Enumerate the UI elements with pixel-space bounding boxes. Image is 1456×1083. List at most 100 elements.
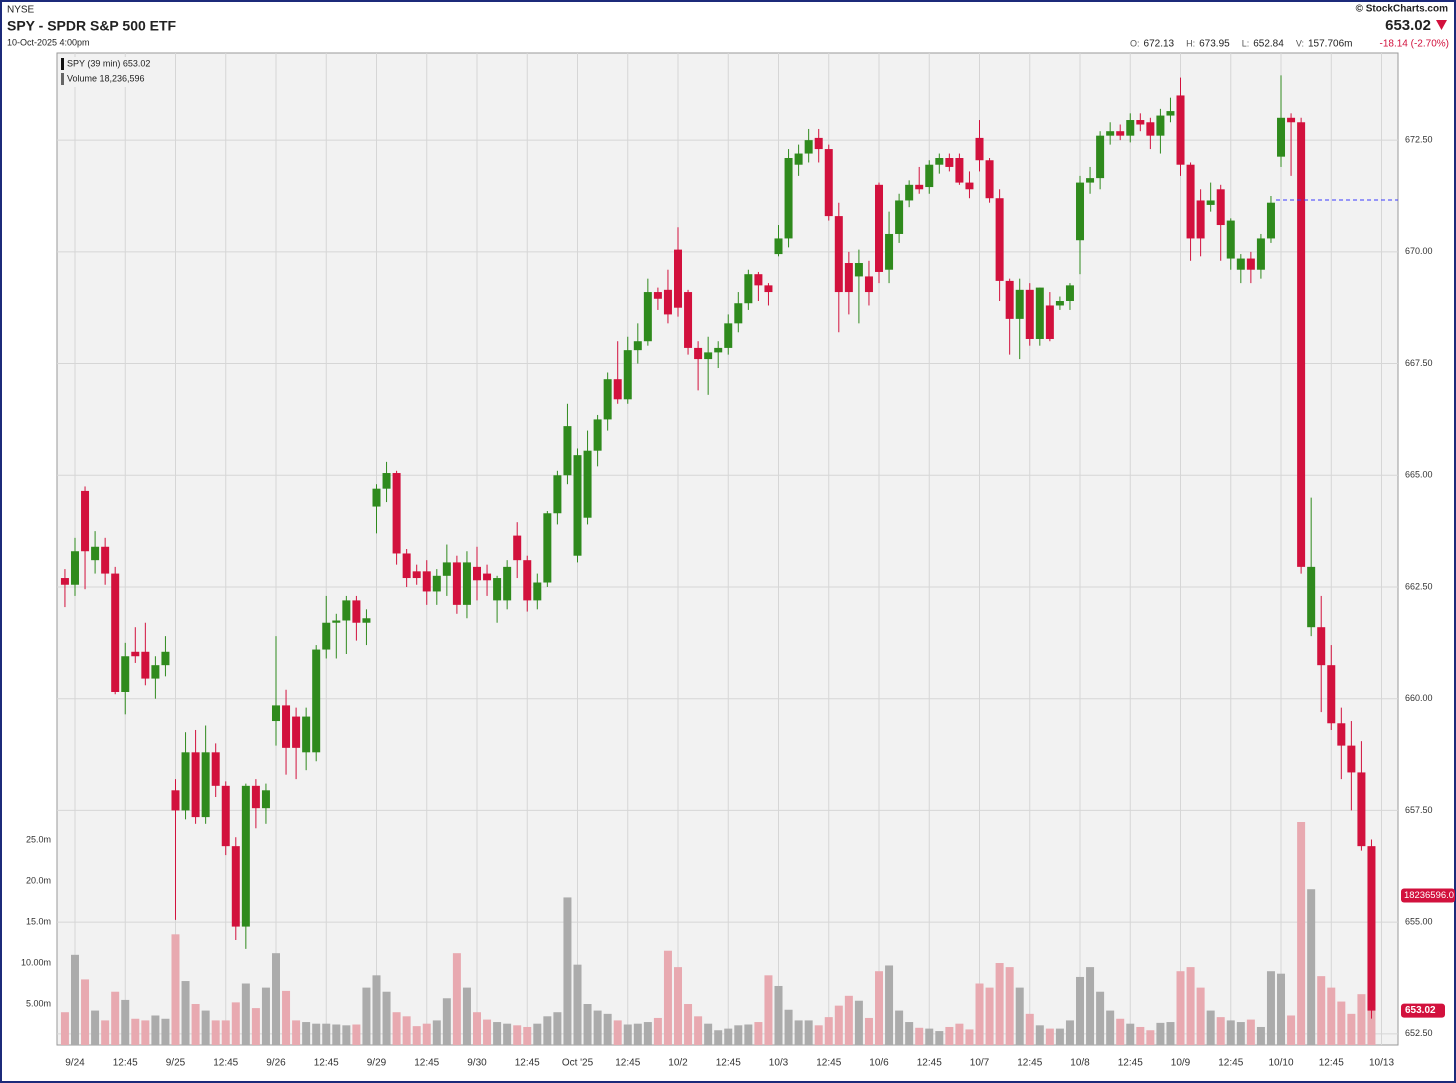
volume-bar: [844, 995, 853, 1045]
candle-body: [573, 455, 582, 556]
volume-bar: [1136, 1026, 1145, 1045]
volume-bar: [1196, 987, 1205, 1045]
candle-body: [704, 352, 713, 360]
volume-bar: [734, 1025, 743, 1045]
candle-body: [483, 573, 492, 581]
candle-body: [694, 347, 703, 360]
candle-body: [834, 216, 843, 293]
candle-body: [1216, 189, 1225, 226]
volume-bar: [744, 1024, 753, 1045]
volume-bar: [1357, 994, 1366, 1045]
volume-bar: [1086, 967, 1095, 1045]
volume-bar: [714, 1030, 723, 1045]
candle-body: [623, 350, 632, 400]
volume-bar: [613, 1020, 622, 1045]
candle-body: [533, 582, 542, 601]
candle-body: [352, 600, 361, 623]
y2-tick-label: 10.00m: [21, 957, 51, 967]
x-tick-label: Oct '25: [562, 1058, 594, 1069]
candle-body: [81, 490, 90, 552]
y-tick-label: 652.50: [1405, 1028, 1433, 1038]
candle-body: [1156, 115, 1165, 136]
candle-body: [734, 303, 743, 324]
candle-body: [1266, 202, 1275, 239]
volume-bar: [462, 987, 471, 1045]
volume-bar: [1015, 987, 1024, 1045]
volume-bar: [824, 1017, 833, 1045]
volume-bar: [925, 1028, 934, 1045]
candle-body: [372, 488, 381, 507]
candle-body: [1136, 120, 1145, 125]
candle-body: [804, 140, 813, 154]
candle-body: [1065, 285, 1074, 301]
x-tick-label: 12:45: [1218, 1058, 1243, 1069]
volume-bar: [1005, 967, 1014, 1045]
y-tick-label: 665.00: [1405, 470, 1433, 480]
x-tick-label: 10/10: [1268, 1058, 1293, 1069]
volume-bar: [864, 1017, 873, 1045]
candle-body: [824, 149, 833, 217]
candle-body: [282, 705, 291, 748]
candle-body: [312, 649, 321, 753]
x-tick-label: 10/9: [1171, 1058, 1191, 1069]
candle-body: [674, 249, 683, 308]
volume-bar: [201, 1010, 210, 1045]
volume-bar: [684, 1004, 693, 1045]
volume-bar: [392, 1012, 401, 1045]
candle-body: [161, 651, 170, 666]
candle-layer: [60, 75, 1398, 1019]
volume-bar: [171, 934, 180, 1045]
volume-bar: [1176, 971, 1185, 1045]
volume-bar: [1025, 1013, 1034, 1045]
volume-bar: [372, 975, 381, 1045]
volume-bar: [1287, 1015, 1296, 1045]
volume-bar: [81, 979, 90, 1045]
volume-bar: [814, 1025, 823, 1045]
volume-bar: [1166, 1022, 1175, 1045]
candle-body: [1196, 200, 1205, 239]
volume-bar: [573, 964, 582, 1045]
volume-bar: [563, 897, 572, 1045]
candle-body: [1347, 745, 1356, 773]
candle-body: [1317, 627, 1326, 666]
volume-bar: [312, 1023, 321, 1045]
candle-body: [875, 184, 884, 272]
y2-tick-label: 20.0m: [26, 875, 51, 885]
x-tick-label: 12:45: [1319, 1058, 1344, 1069]
candle-body: [583, 450, 592, 518]
stat-value: 672.13: [1144, 39, 1175, 50]
candle-body: [1086, 178, 1095, 183]
candle-body: [342, 600, 351, 621]
x-tick-label: 12:45: [1017, 1058, 1042, 1069]
candle-body: [995, 198, 1004, 281]
volume-bar: [362, 987, 371, 1045]
volume-bar: [151, 1015, 160, 1045]
volume-bar: [382, 991, 391, 1045]
candle-body: [271, 705, 280, 722]
candle-body: [1055, 301, 1064, 306]
volume-bar: [1317, 976, 1326, 1045]
candle-body: [1357, 772, 1366, 847]
volume-bar: [1126, 1023, 1135, 1045]
candle-body: [392, 473, 401, 554]
chart-title: SPY - SPDR S&P 500 ETF: [7, 18, 177, 34]
x-tick-label: 9/26: [266, 1058, 286, 1069]
x-tick-label: 12:45: [314, 1058, 339, 1069]
x-tick-label: 12:45: [716, 1058, 741, 1069]
volume-bar: [121, 999, 130, 1045]
volume-bar: [523, 1026, 532, 1045]
y-tick-label: 655.00: [1405, 916, 1433, 926]
volume-bar: [694, 1016, 703, 1045]
candle-body: [101, 546, 110, 574]
legend-label: SPY (39 min) 653.02: [67, 58, 150, 68]
stat-key: L:: [1242, 38, 1250, 48]
volume-bar: [332, 1024, 341, 1045]
price-marker-label: 653.02: [1405, 1005, 1436, 1016]
volume-bar: [221, 1020, 230, 1045]
candle-body: [774, 238, 783, 255]
x-tick-label: 12:45: [213, 1058, 238, 1069]
volume-bar: [674, 967, 683, 1045]
down-arrow: [1436, 20, 1447, 30]
candle-body: [91, 546, 100, 561]
